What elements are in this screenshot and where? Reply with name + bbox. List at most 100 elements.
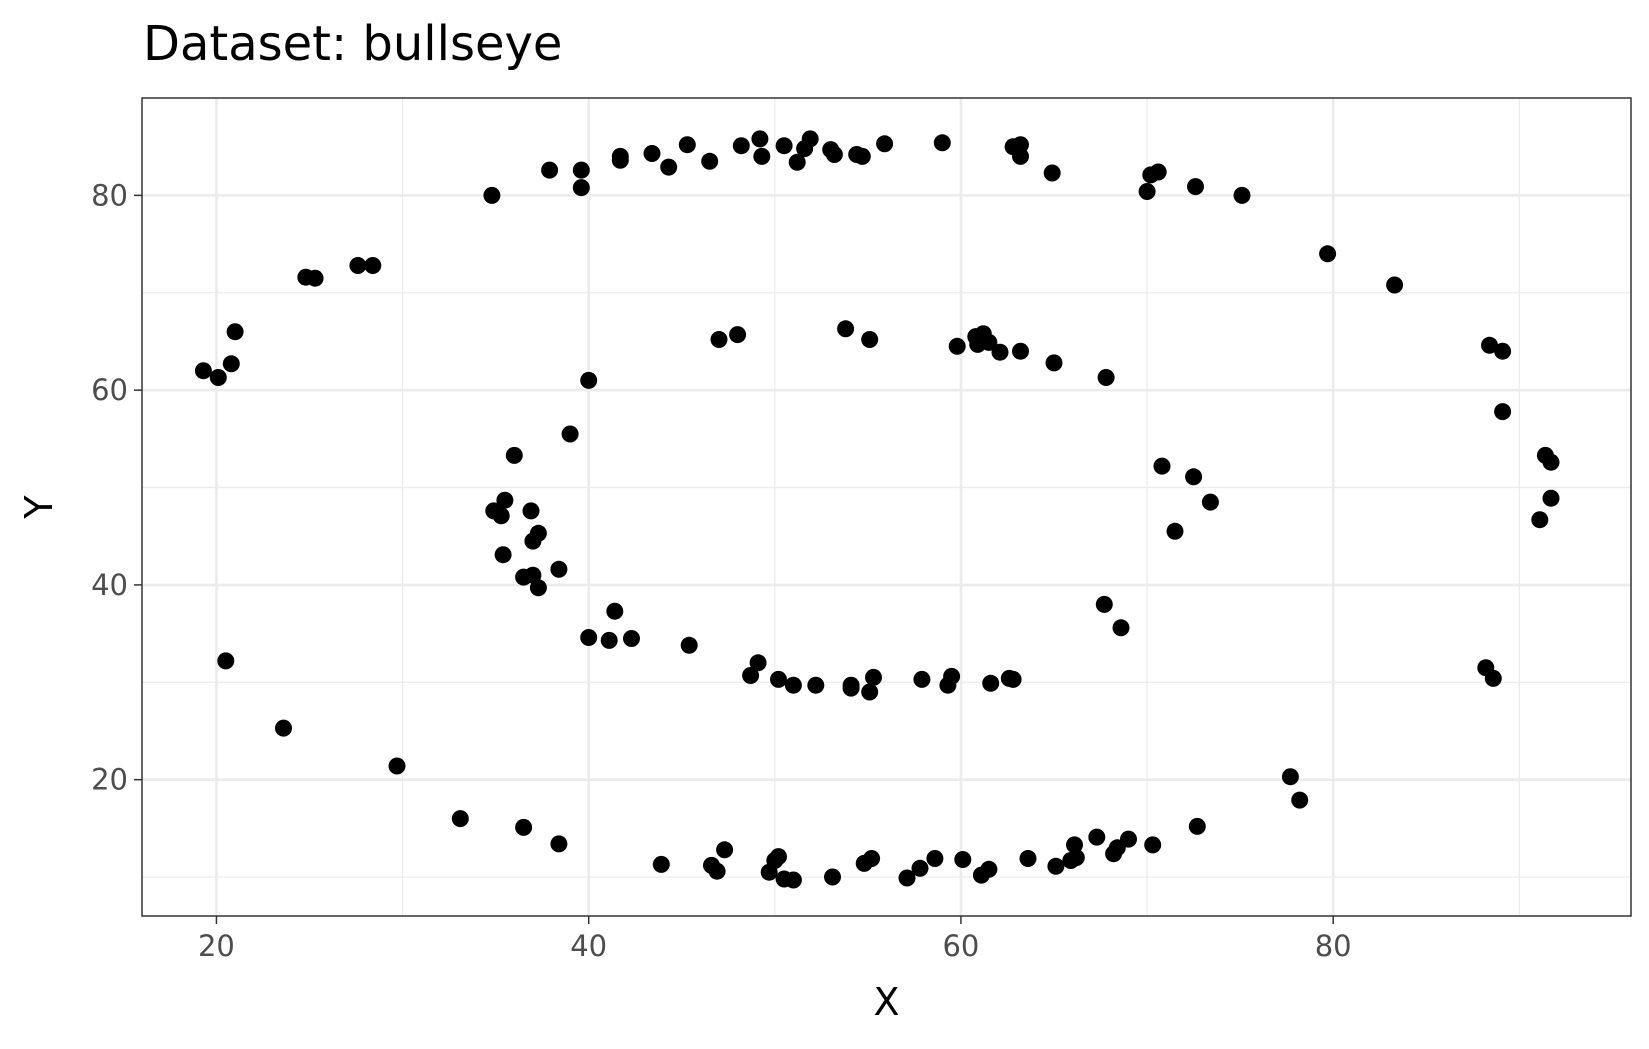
data-point xyxy=(1045,354,1063,372)
data-point xyxy=(1012,147,1029,165)
data-point xyxy=(863,850,881,867)
data-point xyxy=(209,369,227,386)
data-point xyxy=(275,719,292,737)
y-tick-label: 20 xyxy=(91,763,128,797)
data-point xyxy=(1386,276,1404,294)
data-point xyxy=(865,668,882,686)
data-point xyxy=(807,676,825,694)
data-point xyxy=(716,841,734,859)
data-point xyxy=(1149,163,1167,181)
x-tick-label: 80 xyxy=(1315,929,1352,963)
y-axis-ticks: 20 40 60 80 xyxy=(91,178,142,797)
data-point xyxy=(1319,245,1337,263)
data-point xyxy=(775,137,793,155)
data-point xyxy=(217,652,235,670)
data-point xyxy=(732,137,750,155)
data-point xyxy=(784,871,802,889)
x-axis-title: X xyxy=(873,980,899,1024)
data-point xyxy=(1067,849,1085,867)
data-point xyxy=(1066,836,1083,854)
data-point xyxy=(1188,817,1206,835)
data-point xyxy=(1019,850,1037,867)
data-point xyxy=(226,323,244,341)
data-point xyxy=(1144,836,1162,854)
minor-grid xyxy=(142,98,1631,916)
data-point xyxy=(572,179,590,197)
data-point xyxy=(550,560,568,578)
x-axis-ticks: 20 40 60 80 xyxy=(198,916,1352,963)
data-point xyxy=(1166,522,1184,540)
data-point xyxy=(1112,619,1130,637)
data-point xyxy=(678,136,696,154)
data-point xyxy=(861,683,879,701)
data-point xyxy=(824,868,841,886)
data-point xyxy=(388,757,406,775)
data-point xyxy=(801,130,819,148)
data-point xyxy=(980,333,998,351)
data-point xyxy=(680,636,698,654)
data-point xyxy=(1120,830,1137,848)
data-point xyxy=(611,151,629,169)
data-point xyxy=(1004,670,1022,688)
data-point xyxy=(580,371,598,389)
data-point xyxy=(660,158,678,176)
data-point xyxy=(1088,828,1106,846)
data-point xyxy=(825,146,843,163)
data-point xyxy=(529,579,547,597)
data-point xyxy=(980,860,998,878)
data-point xyxy=(991,343,1009,361)
data-point xyxy=(652,855,670,873)
data-point xyxy=(550,835,568,853)
data-point xyxy=(1153,457,1171,475)
data-point xyxy=(1281,768,1299,786)
data-point xyxy=(1484,669,1502,687)
major-grid xyxy=(142,98,1631,916)
data-point xyxy=(1494,342,1512,360)
data-point xyxy=(572,161,590,179)
data-point xyxy=(306,269,324,287)
data-point xyxy=(1187,178,1204,196)
y-tick-label: 40 xyxy=(91,568,128,602)
data-point xyxy=(911,859,929,877)
data-point xyxy=(842,676,860,694)
data-point xyxy=(1542,489,1560,507)
data-point xyxy=(600,631,618,649)
data-point xyxy=(926,850,944,867)
chart-title: Dataset: bullseye xyxy=(143,16,562,72)
data-point xyxy=(492,507,510,525)
data-point xyxy=(943,667,961,685)
data-point xyxy=(529,524,547,542)
data-point xyxy=(1012,342,1029,360)
data-point xyxy=(451,810,469,828)
panel-border xyxy=(141,97,1632,917)
data-point xyxy=(749,654,767,672)
data-point xyxy=(753,147,771,165)
data-point xyxy=(853,147,871,165)
data-point xyxy=(222,355,240,373)
data-point xyxy=(876,135,894,153)
x-tick-label: 40 xyxy=(570,929,607,963)
data-point xyxy=(708,862,726,880)
data-point xyxy=(1138,183,1156,200)
y-tick-label: 80 xyxy=(91,178,128,212)
data-point xyxy=(194,362,212,380)
data-point xyxy=(623,630,640,647)
data-point xyxy=(1095,595,1113,613)
data-point xyxy=(494,546,512,564)
data-point xyxy=(1043,164,1061,182)
x-tick-label: 20 xyxy=(198,929,235,963)
data-point xyxy=(364,257,382,274)
data-point xyxy=(522,502,540,520)
data-point xyxy=(933,134,951,152)
data-point xyxy=(948,337,966,355)
data-point xyxy=(505,446,523,464)
data-point xyxy=(1012,136,1029,154)
data-point xyxy=(1047,857,1065,875)
data-point xyxy=(898,869,916,887)
data-point xyxy=(751,130,769,148)
data-point xyxy=(541,161,559,179)
data-point xyxy=(710,331,728,348)
data-point xyxy=(770,848,787,866)
data-point xyxy=(837,320,855,338)
